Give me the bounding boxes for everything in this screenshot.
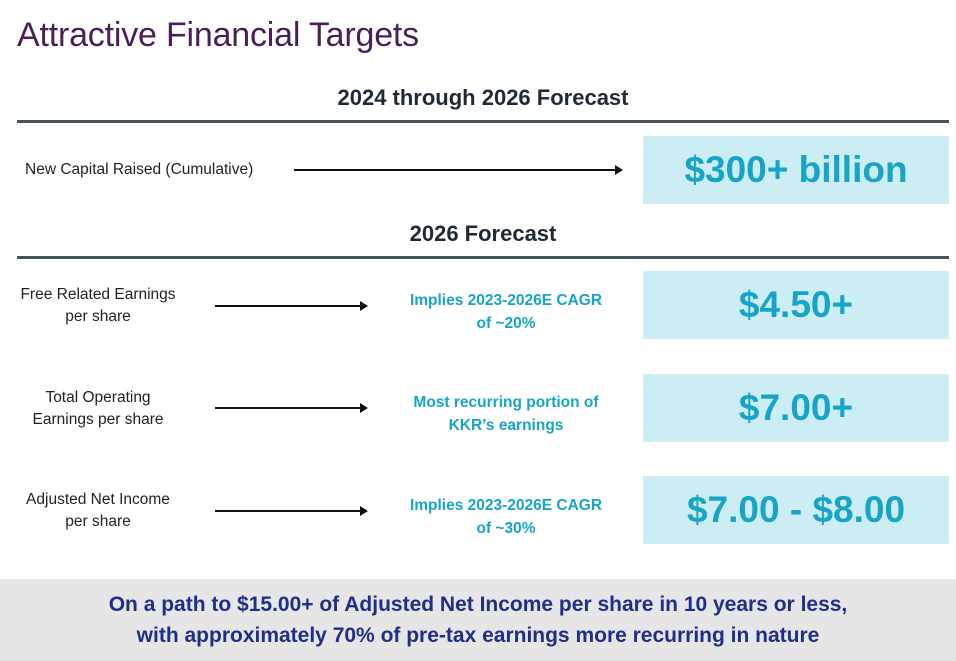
footer-line: with approximately 70% of pre-tax earnin… [136, 624, 820, 647]
note-line: of ~30% [476, 520, 536, 537]
value-box-ani: $7.00 - $8.00 [643, 476, 949, 544]
page-title: Attractive Financial Targets [17, 16, 419, 54]
arrow-right-icon [215, 403, 368, 413]
row-label-toe: Total Operating Earnings per share [3, 387, 193, 431]
row-label-line: per share [65, 513, 131, 530]
value-box-toe: $7.00+ [643, 374, 949, 442]
section-divider [17, 256, 949, 259]
note-line: KKR’s earnings [448, 417, 564, 434]
note-line: Most recurring portion of [413, 394, 599, 411]
arrow-right-icon [215, 506, 368, 516]
arrow-right-icon [215, 301, 368, 311]
row-label-new-capital: New Capital Raised (Cumulative) [25, 161, 254, 178]
row-label-line: Adjusted Net Income [26, 491, 170, 508]
note-ani: Implies 2023-2026E CAGR of ~30% [388, 494, 624, 540]
section-heading-2026: 2026 Forecast [409, 221, 557, 246]
note-line: Implies 2023-2026E CAGR [409, 497, 603, 514]
note-line: Implies 2023-2026E CAGR [409, 292, 603, 309]
row-label-line: Total Operating [45, 389, 151, 406]
row-label-ani: Adjusted Net Income per share [3, 489, 193, 533]
footer-banner: On a path to $15.00+ of Adjusted Net Inc… [0, 579, 956, 661]
section-divider [17, 120, 949, 123]
note-line: of ~20% [476, 315, 536, 332]
value-box-fre: $4.50+ [643, 271, 949, 339]
section-heading-2024-2026: 2024 through 2026 Forecast [337, 85, 629, 110]
note-fre: Implies 2023-2026E CAGR of ~20% [388, 289, 624, 335]
note-toe: Most recurring portion of KKR’s earnings [388, 391, 624, 437]
footer-line: On a path to $15.00+ of Adjusted Net Inc… [108, 593, 848, 616]
row-label-line: per share [65, 308, 131, 325]
row-label-line: Free Related Earnings [20, 286, 176, 303]
row-label-line: Earnings per share [32, 411, 164, 428]
row-label-fre: Free Related Earnings per share [3, 284, 193, 328]
value-box-new-capital: $300+ billion [643, 136, 949, 204]
arrow-right-icon [294, 165, 623, 175]
